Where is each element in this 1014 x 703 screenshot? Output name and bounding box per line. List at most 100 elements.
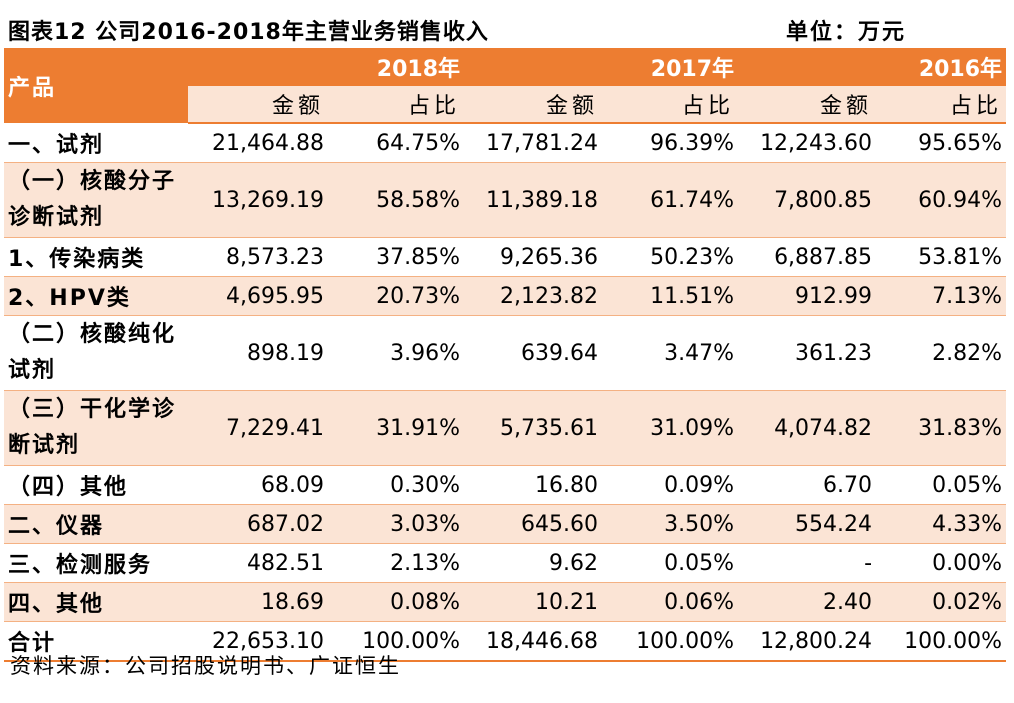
share-cell: 31.91%	[328, 390, 465, 466]
table-row: （三）干化学诊断试剂 7,229.41 31.91% 5,735.61 31.09% 4,…	[4, 390, 1007, 466]
header-amount: 金额	[738, 86, 877, 124]
table-row: 一、试剂 21,464.88 64.75% 17,781.24 96.39% 12,243…	[4, 123, 1007, 163]
amount-cell: 68.09	[188, 465, 328, 505]
amount-cell: 4,695.95	[188, 276, 328, 316]
revenue-table: 产品 2018年 2017年 2016年 金额 占比 金额 占比 金额 占比 一…	[4, 48, 1007, 662]
share-cell: 100.00%	[328, 621, 465, 662]
amount-cell: 11,389.18	[464, 162, 603, 238]
unit-label: 单位：万元	[786, 20, 907, 45]
amount-cell: 22,653.10	[188, 621, 328, 662]
row-label: 二、仪器	[4, 504, 188, 544]
share-cell: 3.47%	[602, 315, 739, 391]
share-cell: 50.23%	[602, 237, 739, 277]
amount-cell: 21,464.88	[188, 123, 328, 163]
share-cell: 11.51%	[602, 276, 739, 316]
share-cell: 0.30%	[328, 465, 465, 505]
amount-cell: 4,074.82	[738, 390, 877, 466]
share-cell: 20.73%	[328, 276, 465, 316]
row-label: （三）干化学诊断试剂	[4, 390, 188, 466]
row-label: 一、试剂	[4, 123, 188, 163]
header-row-years: 产品 2018年 2017年 2016年	[4, 48, 1007, 123]
table-row: 1、传染病类 8,573.23 37.85% 9,265.36 50.23% 6,887.…	[4, 237, 1007, 277]
amount-cell: 912.99	[738, 276, 877, 316]
source-note: 资料来源：公司招股说明书、广证恒生	[10, 654, 401, 678]
share-cell: 3.03%	[328, 504, 465, 544]
table-row: 合计 22,653.10 100.00% 18,446.68 100.00% 12,800…	[4, 621, 1007, 662]
amount-cell: 898.19	[188, 315, 328, 391]
title-row: 图表12 公司2016-2018年主营业务销售收入 单位：万元	[8, 14, 1004, 46]
share-cell: 3.50%	[602, 504, 739, 544]
table-row: （四）其他 68.09 0.30% 16.80 0.09% 6.70 0.05%	[4, 465, 1007, 505]
amount-cell: 2.40	[738, 582, 877, 622]
amount-cell: 2,123.82	[464, 276, 603, 316]
share-cell: 31.09%	[602, 390, 739, 466]
share-cell: 0.02%	[876, 582, 1007, 622]
header-product: 产品	[4, 48, 188, 123]
table-row: 三、检测服务 482.51 2.13% 9.62 0.05% -0.00%	[4, 543, 1007, 583]
row-label: 三、检测服务	[4, 543, 188, 583]
row-label: （一）核酸分子诊断试剂	[4, 162, 188, 238]
header-year-2017: 2017年	[464, 48, 739, 86]
header-share: 占比	[602, 86, 739, 124]
header-row-sub: 金额 占比 金额 占比 金额 占比	[4, 86, 1007, 124]
share-cell: 0.05%	[876, 465, 1007, 505]
amount-cell: 687.02	[188, 504, 328, 544]
share-cell: 3.96%	[328, 315, 465, 391]
amount-cell: 361.23	[738, 315, 877, 391]
share-cell: 0.09%	[602, 465, 739, 505]
share-cell: 2.82%	[876, 315, 1007, 391]
table-row: 2、HPV类 4,695.95 20.73% 2,123.82 11.51% 912.99…	[4, 276, 1007, 316]
header-amount: 金额	[464, 86, 603, 124]
amount-cell: 6,887.85	[738, 237, 877, 277]
share-cell: 60.94%	[876, 162, 1007, 238]
row-label: 2、HPV类	[4, 276, 188, 316]
share-cell: 96.39%	[602, 123, 739, 163]
table-row: （二）核酸纯化试剂 898.19 3.96% 639.64 3.47% 361.23 2.8…	[4, 315, 1007, 391]
table-row: （一）核酸分子诊断试剂 13,269.19 58.58% 11,389.18 61.74…	[4, 162, 1007, 238]
header-share: 占比	[876, 86, 1007, 124]
share-cell: 37.85%	[328, 237, 465, 277]
amount-cell: 645.60	[464, 504, 603, 544]
amount-cell: 18.69	[188, 582, 328, 622]
share-cell: 95.65%	[876, 123, 1007, 163]
amount-cell: 16.80	[464, 465, 603, 505]
share-cell: 0.08%	[328, 582, 465, 622]
amount-cell: 7,229.41	[188, 390, 328, 466]
amount-cell: 9,265.36	[464, 237, 603, 277]
share-cell: 4.33%	[876, 504, 1007, 544]
share-cell: 58.58%	[328, 162, 465, 238]
amount-cell: 9.62	[464, 543, 603, 583]
table-body: 一、试剂 21,464.88 64.75% 17,781.24 96.39% 12,243…	[4, 123, 1007, 662]
table-title: 图表12 公司2016-2018年主营业务销售收入	[8, 20, 489, 45]
amount-cell: 482.51	[188, 543, 328, 583]
share-cell: 64.75%	[328, 123, 465, 163]
share-cell: 2.13%	[328, 543, 465, 583]
header-amount: 金额	[188, 86, 328, 124]
row-label: 四、其他	[4, 582, 188, 622]
share-cell: 31.83%	[876, 390, 1007, 466]
share-cell: 61.74%	[602, 162, 739, 238]
amount-cell: 8,573.23	[188, 237, 328, 277]
row-label: 合计	[4, 621, 188, 662]
share-cell: 100.00%	[602, 621, 739, 662]
amount-cell: 639.64	[464, 315, 603, 391]
amount-cell: 10.21	[464, 582, 603, 622]
header-share: 占比	[328, 86, 465, 124]
share-cell: 100.00%	[876, 621, 1007, 662]
amount-cell: 18,446.68	[464, 621, 603, 662]
header-year-2016: 2016年	[738, 48, 1007, 86]
amount-cell: 5,735.61	[464, 390, 603, 466]
amount-cell: 7,800.85	[738, 162, 877, 238]
amount-cell: 12,243.60	[738, 123, 877, 163]
share-cell: 7.13%	[876, 276, 1007, 316]
share-cell: 53.81%	[876, 237, 1007, 277]
amount-cell: -	[738, 543, 877, 583]
table-row: 二、仪器 687.02 3.03% 645.60 3.50% 554.24 4.33%	[4, 504, 1007, 544]
share-cell: 0.05%	[602, 543, 739, 583]
row-label: （四）其他	[4, 465, 188, 505]
header-year-2018: 2018年	[188, 48, 465, 86]
share-cell: 0.06%	[602, 582, 739, 622]
amount-cell: 13,269.19	[188, 162, 328, 238]
row-label: （二）核酸纯化试剂	[4, 315, 188, 391]
amount-cell: 554.24	[738, 504, 877, 544]
